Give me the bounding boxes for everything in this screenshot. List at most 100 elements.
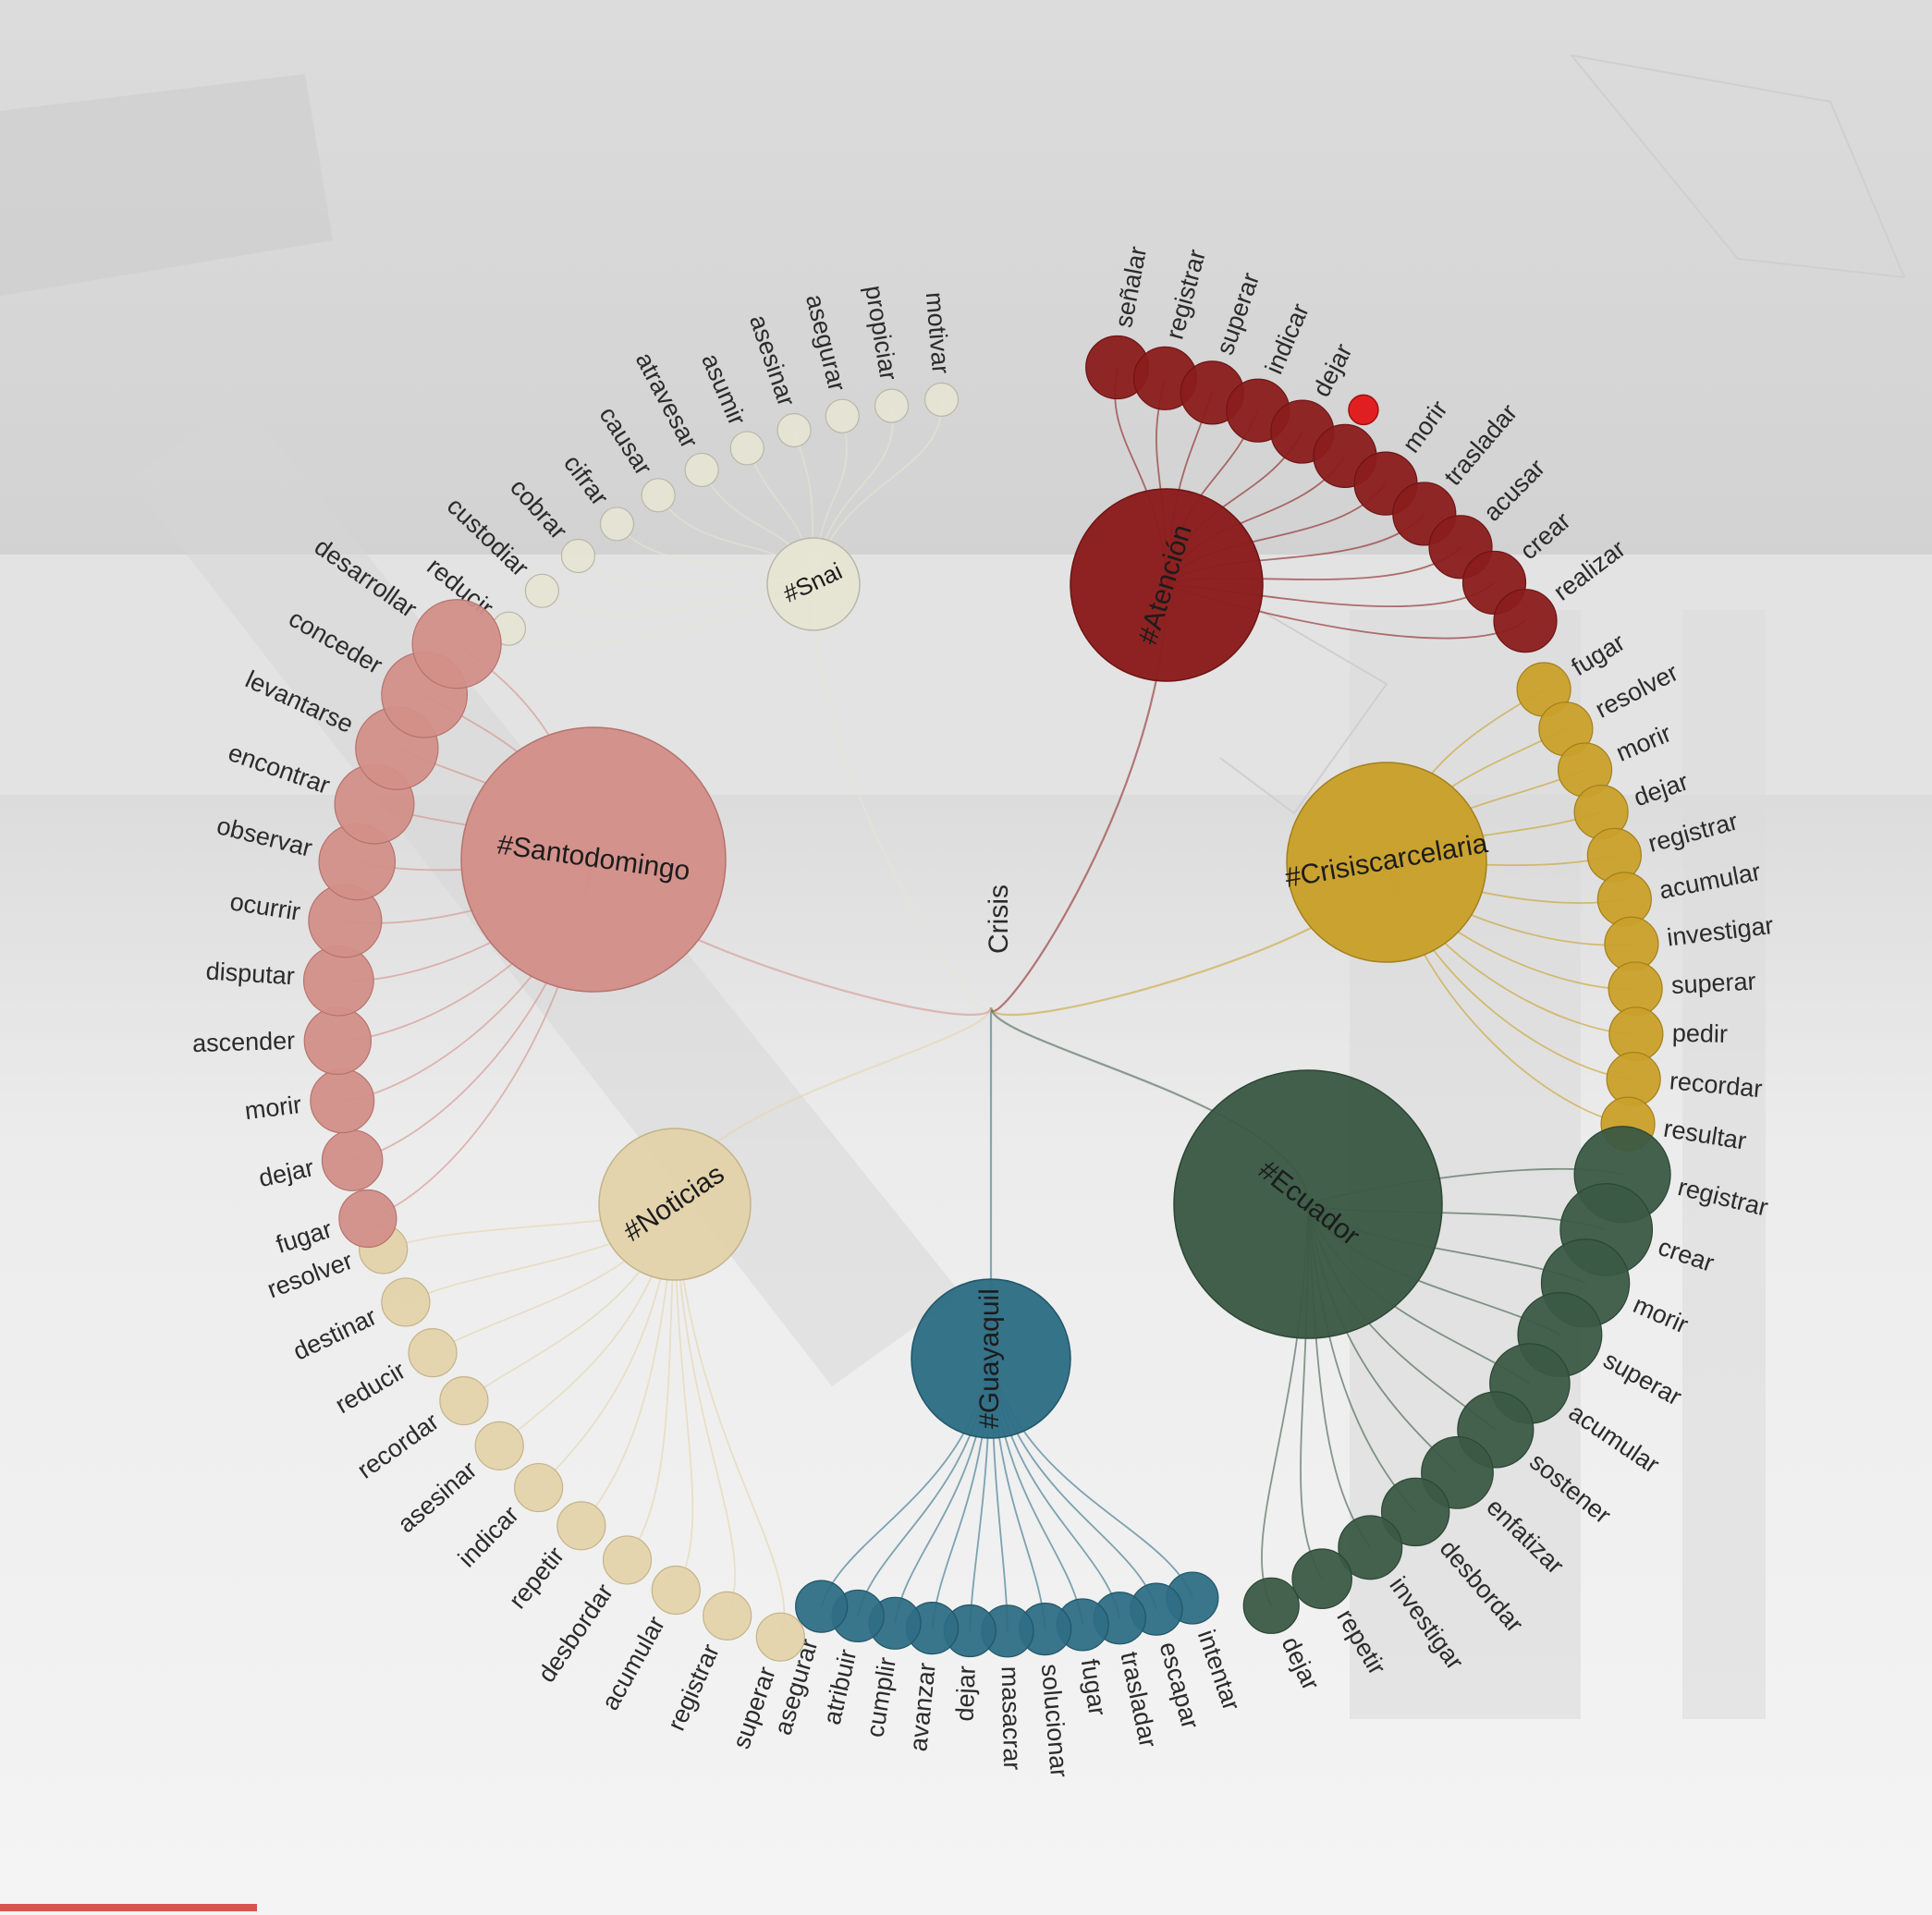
leaf-label: repetir bbox=[504, 1542, 570, 1614]
leaf-node-snai[interactable] bbox=[641, 478, 676, 513]
leaf-node-guayaquil[interactable] bbox=[795, 1580, 849, 1633]
leaf-label: superar bbox=[728, 1664, 781, 1752]
leaf-label: masacrar bbox=[997, 1665, 1027, 1770]
hub-node-snai[interactable] bbox=[766, 537, 861, 631]
leaf-label: asumir bbox=[696, 349, 752, 429]
leaf-label: indicar bbox=[453, 1501, 524, 1573]
leaf-node-snai[interactable] bbox=[599, 506, 635, 542]
leaf-label: avanzar bbox=[904, 1662, 941, 1753]
highlight-marker[interactable] bbox=[1348, 394, 1379, 426]
hub-node-santodomingo[interactable] bbox=[460, 726, 727, 993]
leaf-label: superar bbox=[1670, 968, 1756, 1000]
leaf-label: investigar bbox=[1666, 911, 1775, 952]
leaf-label: solucionar bbox=[1036, 1663, 1073, 1778]
leaf-label: propiciar bbox=[860, 284, 903, 383]
leaf-label: registrar bbox=[1675, 1173, 1770, 1222]
leaf-label: fugar bbox=[273, 1215, 336, 1259]
leaf-label: registrar bbox=[1645, 807, 1741, 858]
leaf-node-santodomingo[interactable] bbox=[303, 1006, 373, 1076]
leaf-label: morir bbox=[1629, 1290, 1692, 1338]
leaf-label: dejar bbox=[256, 1153, 316, 1192]
leaf-label: cobrar bbox=[505, 473, 572, 544]
leaf-label: resolver bbox=[263, 1247, 356, 1304]
leaf-node-noticias[interactable] bbox=[381, 1277, 431, 1327]
leaf-label: cifrar bbox=[558, 450, 614, 511]
leaf-node-noticias[interactable] bbox=[651, 1565, 701, 1616]
leaf-node-santodomingo[interactable] bbox=[310, 1068, 375, 1134]
leaf-label: fugar bbox=[1567, 628, 1630, 681]
leaf-label: levantarse bbox=[241, 665, 358, 738]
leaf-label: desbordar bbox=[532, 1579, 618, 1687]
leaf-label: acumular bbox=[596, 1612, 670, 1715]
leaf-label: escapar bbox=[1154, 1639, 1204, 1732]
leaf-label: destinar bbox=[288, 1302, 381, 1365]
leaf-node-noticias[interactable] bbox=[474, 1421, 524, 1470]
leaf-label: acumular bbox=[1657, 858, 1763, 905]
leaf-node-ecuador[interactable] bbox=[1380, 1477, 1450, 1547]
leaf-label: ascender bbox=[192, 1027, 296, 1057]
leaf-node-santodomingo[interactable] bbox=[321, 1129, 384, 1191]
hub-node-noticias[interactable] bbox=[598, 1128, 752, 1281]
link-root-snai bbox=[812, 583, 993, 1012]
leaf-node-snai[interactable] bbox=[776, 412, 812, 448]
leaf-node-snai[interactable] bbox=[560, 538, 596, 574]
hub-node-atencion[interactable] bbox=[1070, 488, 1264, 682]
link-noticias-leaf bbox=[674, 1203, 786, 1638]
leaf-label: conceder bbox=[284, 604, 386, 679]
leaf-node-ecuador[interactable] bbox=[1338, 1515, 1403, 1580]
leaf-label: sostener bbox=[1524, 1447, 1616, 1530]
leaf-node-santodomingo[interactable] bbox=[411, 599, 502, 689]
leaf-label: señalar bbox=[1109, 244, 1152, 330]
leaf-label: morir bbox=[1612, 719, 1675, 767]
leaf-node-noticias[interactable] bbox=[514, 1462, 564, 1513]
leaf-label: atribuir bbox=[818, 1647, 862, 1727]
leaf-label: morir bbox=[243, 1091, 303, 1125]
leaf-label: asesinar bbox=[744, 311, 801, 409]
hub-node-ecuador[interactable] bbox=[1173, 1069, 1443, 1339]
leaf-node-ecuador[interactable] bbox=[1291, 1548, 1352, 1610]
leaf-label: realizar bbox=[1548, 534, 1631, 605]
leaf-node-snai[interactable] bbox=[684, 452, 719, 488]
leaf-label: enfatizar bbox=[1481, 1493, 1569, 1580]
hub-node-crisiscarcelaria[interactable] bbox=[1286, 762, 1487, 963]
leaf-label: intentar bbox=[1192, 1627, 1246, 1714]
link-noticias-leaf bbox=[674, 1203, 736, 1616]
leaf-node-snai[interactable] bbox=[825, 398, 860, 433]
leaf-node-ecuador[interactable] bbox=[1242, 1577, 1300, 1634]
root-layer: Crisis bbox=[984, 884, 1014, 954]
leaf-label: dejar bbox=[951, 1665, 981, 1722]
leaf-node-noticias[interactable] bbox=[755, 1612, 805, 1662]
leaves-layer: motivarpropiciarasegurarasesinarasumirat… bbox=[192, 244, 1775, 1778]
leaf-node-noticias[interactable] bbox=[408, 1328, 458, 1378]
leaf-label: desbordar bbox=[1435, 1534, 1529, 1638]
leaf-node-noticias[interactable] bbox=[556, 1501, 606, 1551]
leaf-node-snai[interactable] bbox=[524, 573, 559, 608]
leaf-node-atencion[interactable] bbox=[1493, 589, 1558, 653]
leaf-node-snai[interactable] bbox=[923, 382, 960, 417]
leaf-label: acusar bbox=[1478, 454, 1550, 527]
link-noticias-leaf bbox=[674, 1203, 694, 1591]
leaf-label: crear bbox=[1514, 506, 1575, 565]
leaf-label: superar bbox=[1599, 1346, 1687, 1411]
leaf-label: resultar bbox=[1662, 1115, 1749, 1155]
leaf-label: ocurrir bbox=[228, 887, 302, 925]
leaf-label: trasladar bbox=[1115, 1649, 1162, 1750]
leaf-node-noticias[interactable] bbox=[602, 1535, 653, 1585]
leaf-label: resolver bbox=[1591, 658, 1682, 723]
hubs-layer: #Snai #Atención#Crisiscarcelaria#Ecuador#… bbox=[460, 488, 1490, 1439]
leaf-label: recordar bbox=[352, 1408, 444, 1484]
hub-node-guayaquil[interactable] bbox=[911, 1278, 1071, 1439]
leaf-label: recordar bbox=[1669, 1067, 1764, 1103]
leaf-label: fugar bbox=[1076, 1657, 1112, 1717]
leaf-label: dejar bbox=[1277, 1632, 1326, 1694]
leaf-node-noticias[interactable] bbox=[703, 1591, 752, 1641]
leaf-label: encontrar bbox=[225, 738, 334, 799]
leaf-node-snai[interactable] bbox=[729, 431, 764, 466]
leaf-node-santodomingo[interactable] bbox=[338, 1189, 397, 1249]
leaf-node-noticias[interactable] bbox=[439, 1375, 489, 1426]
leaf-label: pedir bbox=[1672, 1019, 1729, 1048]
leaf-label: asegurar bbox=[801, 292, 851, 395]
leaf-label: dejar bbox=[1307, 339, 1357, 401]
leaf-node-snai[interactable] bbox=[874, 388, 910, 423]
